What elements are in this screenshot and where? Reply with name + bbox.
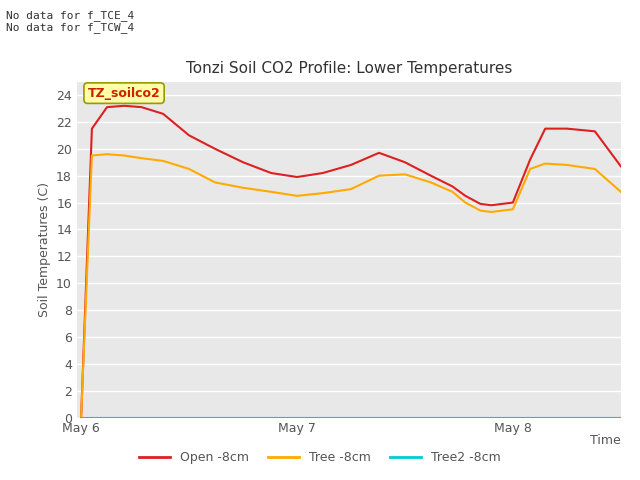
Legend: Open -8cm, Tree -8cm, Tree2 -8cm: Open -8cm, Tree -8cm, Tree2 -8cm [134,446,506,469]
Text: Time: Time [590,434,621,447]
Y-axis label: Soil Temperatures (C): Soil Temperatures (C) [38,182,51,317]
Text: TZ_soilco2: TZ_soilco2 [88,86,161,100]
Title: Tonzi Soil CO2 Profile: Lower Temperatures: Tonzi Soil CO2 Profile: Lower Temperatur… [186,61,512,76]
Text: No data for f_TCE_4
No data for f_TCW_4: No data for f_TCE_4 No data for f_TCW_4 [6,10,134,33]
